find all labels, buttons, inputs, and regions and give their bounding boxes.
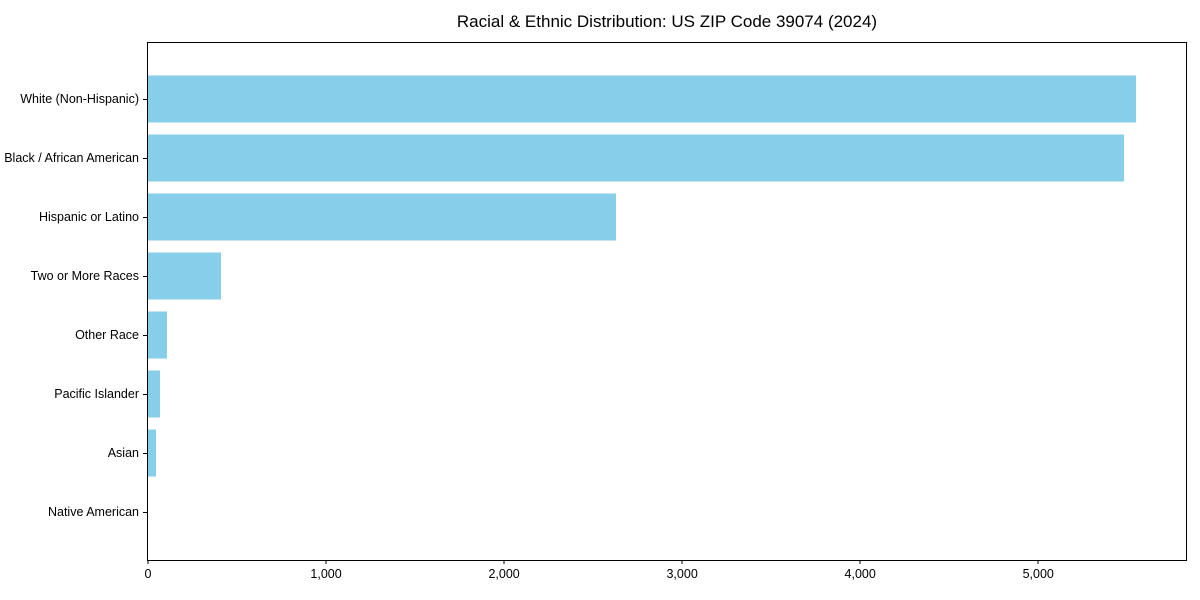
- bar-row: White (Non-Hispanic): [20, 69, 1186, 128]
- x-tick-label: 3,000: [666, 567, 698, 581]
- bar-rows: White (Non-Hispanic) Black / African Amer…: [4, 43, 1186, 560]
- x-tick: [1037, 560, 1039, 564]
- bar-row: Asian: [108, 423, 1186, 482]
- bar: [148, 193, 617, 240]
- category-label: Asian: [107, 445, 139, 460]
- bar: [148, 370, 161, 417]
- y-tick: [143, 98, 147, 100]
- x-axis: 0 1,000 2,000 3,000 4,000 5,000: [145, 43, 1186, 581]
- x-tick-label: 1,000: [310, 567, 342, 581]
- x-tick: [681, 560, 683, 564]
- y-tick: [143, 393, 147, 395]
- category-label: Black / African American: [4, 150, 139, 165]
- x-tick-label: 5,000: [1022, 567, 1054, 581]
- bar-row: Hispanic or Latino: [39, 187, 1186, 246]
- bar: [148, 429, 156, 476]
- bar: [148, 134, 1124, 181]
- bar: [148, 252, 221, 299]
- bar-row: Native American: [48, 482, 1186, 541]
- bar: [148, 75, 1137, 122]
- bar: [148, 311, 167, 358]
- x-tick-label: 2,000: [488, 567, 520, 581]
- bar-row: Black / African American: [4, 128, 1186, 187]
- category-label: Other Race: [75, 327, 139, 342]
- category-label: Two or More Races: [30, 268, 139, 283]
- bar-row: Other Race: [75, 305, 1186, 364]
- x-tick: [147, 560, 149, 564]
- x-tick-label: 4,000: [844, 567, 876, 581]
- y-tick: [143, 511, 147, 513]
- x-tick-label: 0: [144, 567, 152, 581]
- x-tick: [325, 560, 327, 564]
- y-tick: [143, 334, 147, 336]
- x-tick: [859, 560, 861, 564]
- category-label: Pacific Islander: [54, 386, 139, 401]
- y-tick: [143, 452, 147, 454]
- chart-title: Racial & Ethnic Distribution: US ZIP Cod…: [456, 12, 878, 31]
- y-tick: [143, 275, 147, 277]
- bar-row: Two or More Races: [31, 246, 1186, 305]
- plot-area: White (Non-Hispanic) Black / African Amer…: [4, 42, 1187, 581]
- y-tick: [143, 216, 147, 218]
- category-label: Native American: [47, 504, 139, 519]
- x-tick: [503, 560, 505, 564]
- bar-row: Pacific Islander: [54, 364, 1186, 423]
- category-label: White (Non-Hispanic): [20, 91, 139, 106]
- y-tick: [143, 157, 147, 159]
- category-label: Hispanic or Latino: [38, 209, 139, 224]
